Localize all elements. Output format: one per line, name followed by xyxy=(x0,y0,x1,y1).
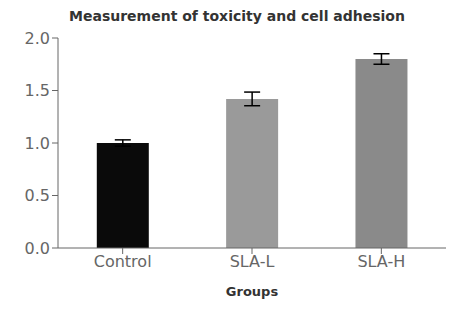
svg-text:0.0: 0.0 xyxy=(25,239,50,258)
svg-text:Groups: Groups xyxy=(226,284,279,299)
svg-text:1.5: 1.5 xyxy=(25,81,50,100)
svg-text:2.0: 2.0 xyxy=(25,29,50,48)
svg-text:SLA-H: SLA-H xyxy=(357,252,405,271)
html-text:Measurement of toxicity and ce: Measurement of toxicity and cell adhesio… xyxy=(69,8,405,24)
svg-text:Control: Control xyxy=(94,252,152,271)
svg-text:0.5: 0.5 xyxy=(25,186,50,205)
svg-text:SLA-L: SLA-L xyxy=(230,252,275,271)
svg-text:1.0: 1.0 xyxy=(25,134,50,153)
